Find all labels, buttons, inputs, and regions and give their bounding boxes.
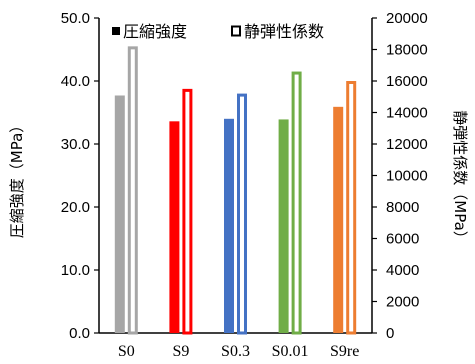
bars — [114, 46, 357, 335]
legend-swatch-filled — [112, 27, 120, 35]
left-tick-label: 10.0 — [61, 262, 90, 279]
bar-modulus-S0 — [127, 46, 138, 335]
legend-swatch-outline — [231, 25, 241, 37]
right-tick-label: 6000 — [386, 231, 419, 248]
right-tick-label: 4000 — [386, 262, 419, 279]
bar-modulus-S9 — [182, 88, 193, 335]
bar-modulus-S0.01 — [291, 71, 302, 335]
left-tick-label: 0.0 — [69, 325, 90, 342]
bar-compressive-S0 — [114, 95, 125, 334]
category-label-S9: S9 — [172, 343, 189, 360]
right-axis-ticks: 0 2000 4000 6000 8000 10000 12000 14000 16000 180… — [372, 10, 428, 342]
left-tick-label: 50.0 — [61, 10, 90, 27]
right-tick-label: 10000 — [386, 168, 428, 185]
right-tick-label: 16000 — [386, 73, 428, 90]
bar-compressive-S0.3 — [224, 118, 234, 333]
legend-label-modulus: 静弾性係数 — [244, 22, 324, 41]
legend-label-compressive: 圧縮強度 — [123, 22, 187, 41]
bar-modulus-S0.3 — [237, 93, 247, 335]
left-tick-label: 20.0 — [61, 199, 90, 216]
right-tick-label: 14000 — [386, 105, 428, 122]
y-axis-title: 圧縮強度（MPa） — [8, 118, 26, 239]
bar-compressive-S9 — [169, 121, 180, 333]
category-label-S9re: S9re — [330, 343, 359, 360]
bar-compressive-S0.01 — [278, 119, 289, 334]
axes — [98, 18, 373, 334]
left-axis-ticks: 0.0 10.0 20.0 30.0 40.0 50.0 — [61, 10, 99, 342]
left-tick-label: 40.0 — [61, 73, 90, 90]
category-label-S0.01: S0.01 — [272, 343, 309, 360]
left-tick-label: 30.0 — [61, 136, 90, 153]
right-tick-label: 20000 — [386, 10, 428, 27]
category-label-S0: S0 — [118, 343, 135, 360]
category-label-S0.3: S0.3 — [221, 343, 250, 360]
right-tick-label: 0 — [386, 325, 394, 342]
right-tick-label: 8000 — [386, 199, 419, 216]
legend: 圧縮強度 静弾性係数 — [112, 22, 324, 41]
right-tick-label: 12000 — [386, 136, 428, 153]
right-tick-label: 2000 — [386, 294, 419, 311]
right-tick-label: 18000 — [386, 42, 428, 59]
category-labels: S0 S9 S0.3 S0.01 S9re — [118, 343, 360, 360]
bar-compressive-S9re — [333, 106, 344, 333]
y2-axis-title: 静弾性係数（MPa） — [451, 110, 469, 246]
bar-modulus-S9re — [346, 81, 357, 335]
